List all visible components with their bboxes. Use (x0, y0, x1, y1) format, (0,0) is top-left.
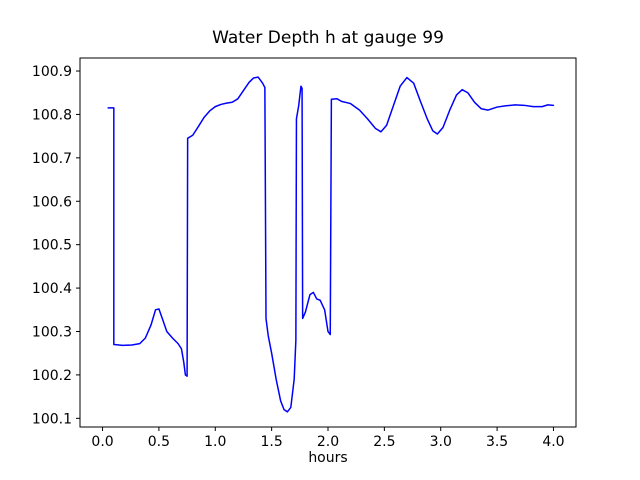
x-tick-label: 3.0 (430, 434, 452, 450)
chart-title: Water Depth h at gauge 99 (212, 28, 444, 48)
y-tick-label: 100.5 (32, 238, 72, 254)
x-tick-label: 2.0 (317, 434, 339, 450)
y-tick-label: 100.3 (32, 324, 72, 340)
x-tick-label: 1.5 (261, 434, 283, 450)
x-tick-label: 0.5 (148, 434, 170, 450)
x-tick-label: 3.5 (486, 434, 508, 450)
y-tick-label: 100.1 (32, 411, 72, 427)
x-tick-label: 2.5 (373, 434, 395, 450)
y-tick-label: 100.2 (32, 368, 72, 384)
x-tick-label: 0.0 (91, 434, 113, 450)
y-tick-label: 100.4 (32, 281, 72, 297)
x-tick-label: 1.0 (204, 434, 226, 450)
y-tick-label: 100.9 (32, 64, 72, 80)
y-tick-label: 100.7 (32, 151, 72, 167)
data-line (107, 76, 555, 413)
y-tick-label: 100.6 (32, 194, 72, 210)
axes-frame (79, 57, 577, 428)
x-axis-label: hours (308, 450, 348, 466)
y-tick-label: 100.8 (32, 107, 72, 123)
x-tick-label: 4.0 (542, 434, 564, 450)
